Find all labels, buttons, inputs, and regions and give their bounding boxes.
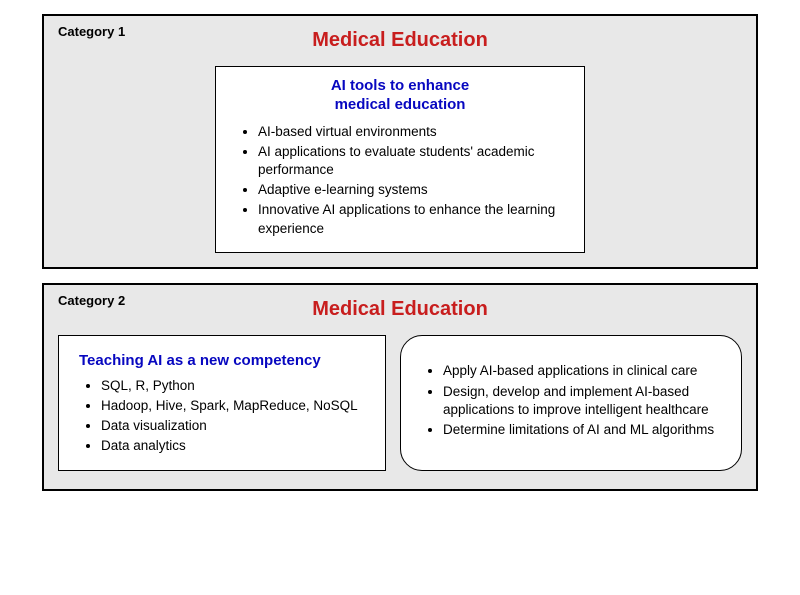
list-item: Data analytics (101, 437, 369, 455)
panel-title: Medical Education (58, 298, 742, 321)
box-ai-tools: AI tools to enhance medical education AI… (215, 66, 585, 253)
list-item: Data visualization (101, 417, 369, 435)
category-panel-2: Category 2 Medical Education Teaching AI… (42, 283, 758, 491)
item-list: AI-based virtual environments AI applica… (232, 123, 568, 238)
item-list: Apply AI-based applications in clinical … (417, 362, 725, 441)
list-item: Adaptive e-learning systems (258, 181, 568, 199)
box-apply-ai: Apply AI-based applications in clinical … (400, 335, 742, 471)
box-teaching-ai: Teaching AI as a new competency SQL, R, … (58, 335, 386, 471)
box-heading: AI tools to enhance medical education (232, 77, 568, 115)
item-list: SQL, R, Python Hadoop, Hive, Spark, MapR… (75, 377, 369, 456)
list-item: Design, develop and implement AI-based a… (443, 383, 725, 419)
heading-line: medical education (335, 96, 466, 113)
list-item: SQL, R, Python (101, 377, 369, 395)
list-item: Determine limitations of AI and ML algor… (443, 421, 725, 439)
list-item: Innovative AI applications to enhance th… (258, 201, 568, 237)
list-item: AI applications to evaluate students' ac… (258, 143, 568, 179)
list-item: Hadoop, Hive, Spark, MapReduce, NoSQL (101, 397, 369, 415)
list-item: AI-based virtual environments (258, 123, 568, 141)
list-item: Apply AI-based applications in clinical … (443, 362, 725, 380)
heading-line: AI tools to enhance (331, 77, 469, 94)
box-heading: Teaching AI as a new competency (79, 352, 369, 369)
category-panel-1: Category 1 Medical Education AI tools to… (42, 14, 758, 269)
panel-body: AI tools to enhance medical education AI… (58, 66, 742, 253)
panel-body: Teaching AI as a new competency SQL, R, … (58, 335, 742, 475)
panel-title: Medical Education (58, 29, 742, 52)
